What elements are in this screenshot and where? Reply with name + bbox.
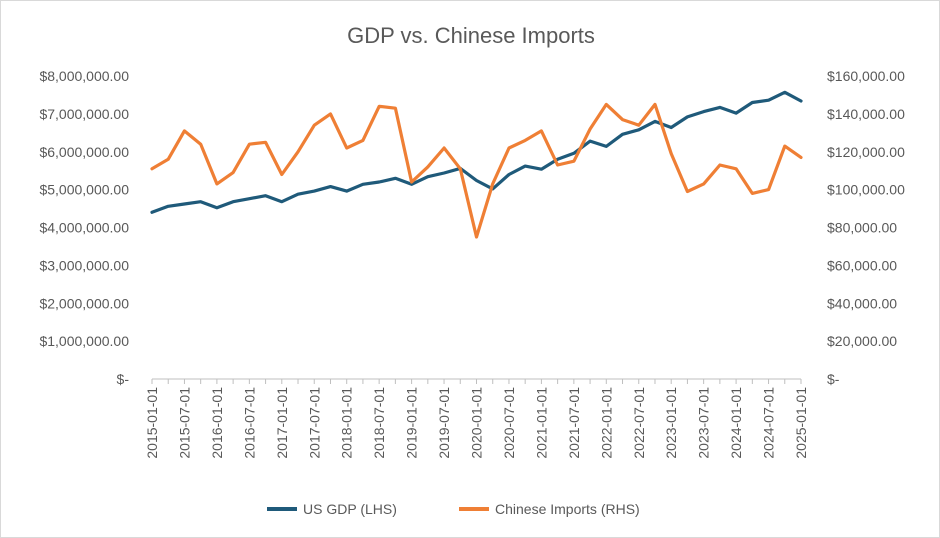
x-tick-label: 2025-01-01: [793, 387, 809, 459]
x-tick-label: 2023-07-01: [696, 387, 712, 459]
legend-item-imports: Chinese Imports (RHS): [459, 501, 640, 517]
left-axis-ticks: $- $1,000,000.00 $2,000,000.00 $3,000,000.0…: [39, 68, 129, 387]
chart-title: GDP vs. Chinese Imports: [347, 23, 595, 48]
left-tick-label: $7,000,000.00: [39, 106, 129, 122]
x-tick-label: 2019-01-01: [404, 387, 420, 459]
x-tick-label: 2022-01-01: [598, 387, 614, 459]
x-tick-label: 2022-07-01: [631, 387, 647, 459]
left-tick-label: $6,000,000.00: [39, 144, 129, 160]
series-layer: [150, 90, 803, 239]
x-tick-label: 2018-07-01: [371, 387, 387, 459]
x-axis-ticks: 2015-01-01 2015-07-01 2016-01-01 2016-07-01…: [144, 379, 809, 459]
right-axis-ticks: $- $20,000.00 $40,000.00 $60,000.00 $80,000.…: [827, 68, 905, 387]
right-tick-label: $120,000.00: [827, 144, 905, 160]
series-line-chinese-imports: [150, 102, 803, 239]
legend-item-gdp: US GDP (LHS): [267, 501, 397, 517]
right-tick-label: $100,000.00: [827, 182, 905, 198]
left-tick-label: $1,000,000.00: [39, 333, 129, 349]
left-tick-label: $8,000,000.00: [39, 68, 129, 84]
legend-label-imports: Chinese Imports (RHS): [495, 501, 640, 517]
left-tick-label: $3,000,000.00: [39, 257, 129, 273]
right-tick-label: $140,000.00: [827, 106, 905, 122]
x-tick-label: 2018-01-01: [339, 387, 355, 459]
right-tick-label: $-: [827, 371, 840, 387]
x-tick-label: 2019-07-01: [436, 387, 452, 459]
right-tick-label: $40,000.00: [827, 295, 897, 311]
x-tick-label: 2020-01-01: [469, 387, 485, 459]
x-tick-label: 2021-07-01: [566, 387, 582, 459]
legend-label-gdp: US GDP (LHS): [303, 501, 397, 517]
x-tick-label: 2017-07-01: [306, 387, 322, 459]
x-tick-label: 2023-01-01: [663, 387, 679, 459]
right-tick-label: $80,000.00: [827, 220, 897, 236]
right-tick-label: $20,000.00: [827, 333, 897, 349]
left-tick-label: $-: [117, 371, 130, 387]
x-tick-label: 2016-01-01: [209, 387, 225, 459]
left-tick-label: $4,000,000.00: [39, 220, 129, 236]
x-tick-label: 2021-01-01: [533, 387, 549, 459]
x-tick-label: 2024-01-01: [728, 387, 744, 459]
left-tick-label: $2,000,000.00: [39, 295, 129, 311]
legend: US GDP (LHS) Chinese Imports (RHS): [267, 501, 640, 517]
right-tick-label: $60,000.00: [827, 257, 897, 273]
series-line-us-gdp: [150, 90, 803, 214]
x-tick-label: 2024-07-01: [761, 387, 777, 459]
x-tick-label: 2016-07-01: [241, 387, 257, 459]
right-tick-label: $160,000.00: [827, 68, 905, 84]
x-tick-label: 2017-01-01: [274, 387, 290, 459]
left-tick-label: $5,000,000.00: [39, 182, 129, 198]
x-tick-label: 2015-07-01: [176, 387, 192, 459]
x-tick-label: 2015-01-01: [144, 387, 160, 459]
x-tick-label: 2020-07-01: [501, 387, 517, 459]
